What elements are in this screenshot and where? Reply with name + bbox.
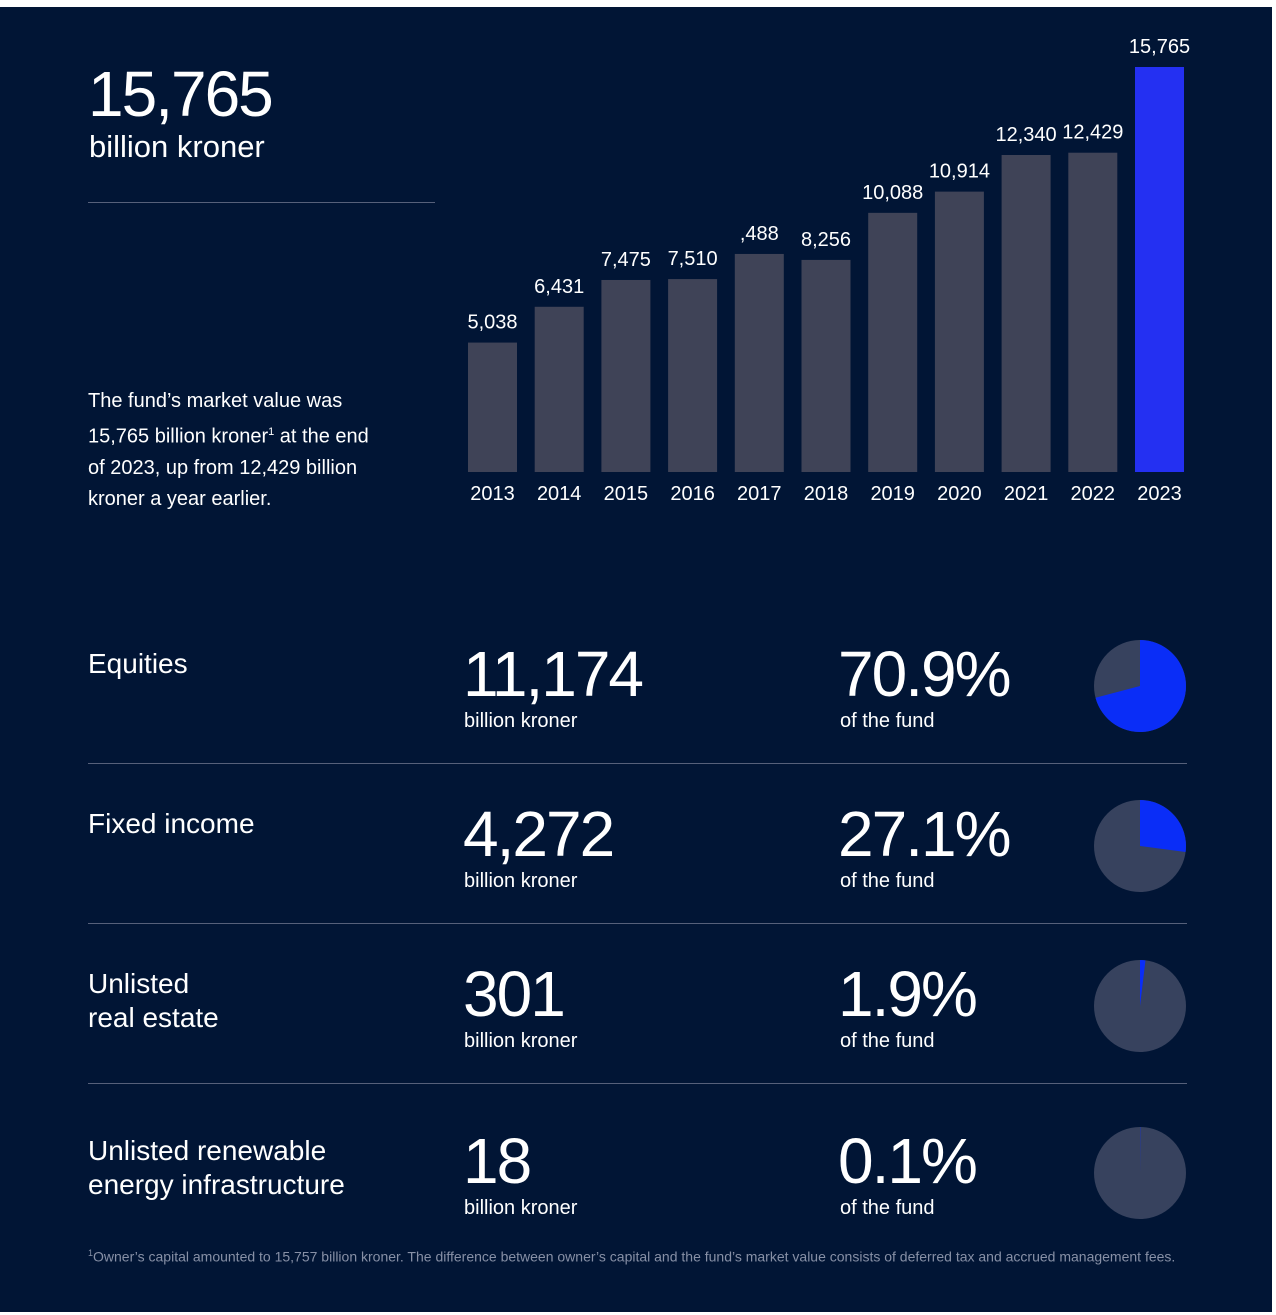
x-tick-label: 2015 [604,483,649,505]
value-label: ,488 [740,223,779,245]
pie-slice [1140,800,1186,853]
bar [601,279,651,472]
bar [868,212,918,472]
headline-value: 15,765 [88,58,274,130]
asset-name: Unlisted [88,968,190,999]
description-text: at the end of 2023, up from 12,429 billi… [88,425,369,510]
divider [88,202,435,203]
pie-slice [1095,640,1186,733]
share-caption: of the fund [840,1197,935,1219]
asset-unit: billion kroner [464,710,578,732]
value-label: 10,088 [862,182,923,204]
value-label: 15,765 [1129,36,1190,58]
description: The fund’s market value was 15,765 billi… [88,386,388,515]
value-label: 7,475 [601,249,651,271]
footnote-text: Owner’s capital amounted to 15,757 billi… [93,1248,1176,1265]
bar [1001,154,1051,473]
bar [801,259,851,472]
headline-unit: billion kroner [89,129,265,164]
asset-amount: 18 [463,1125,532,1197]
x-tick-label: 2020 [937,483,982,505]
share-value: 0.1% [838,1125,978,1197]
x-tick-label: 2019 [870,483,915,505]
pie-slice [1140,960,1146,1006]
bar [534,306,584,472]
bar [668,279,718,472]
value-label: 12,340 [996,124,1057,146]
value-label: 7,510 [668,248,718,270]
asset-name: Equities [88,648,188,679]
value-label: 8,256 [801,229,851,251]
asset-amount: 4,272 [463,798,615,870]
x-tick-label: 2018 [804,483,849,505]
row-divider [88,1083,1187,1084]
footnote: 1Owner’s capital amounted to 15,757 bill… [88,1245,1188,1266]
asset-unit: billion kroner [464,1030,578,1052]
asset-amount: 11,174 [463,638,644,710]
row-divider [88,923,1187,924]
value-label: 10,914 [929,161,990,183]
description-text: The fund’s market value was 15,765 billi… [88,390,343,448]
share-value: 27.1% [838,798,1011,870]
asset-name: energy infrastructure [88,1169,345,1200]
share-value: 1.9% [838,958,978,1030]
share-value: 70.9% [838,638,1011,710]
share-caption: of the fund [840,870,935,892]
value-label: 6,431 [534,276,584,298]
bar [734,253,784,472]
asset-unit: billion kroner [464,870,578,892]
row-divider [88,763,1187,764]
asset-amount: 301 [463,958,566,1030]
x-tick-label: 2023 [1137,483,1182,505]
x-tick-label: 2013 [470,483,515,505]
bar [468,342,517,472]
x-tick-label: 2016 [670,483,715,505]
share-caption: of the fund [840,1030,935,1052]
x-tick-label: 2017 [737,483,782,505]
x-tick-label: 2022 [1071,483,1116,505]
value-label: 12,429 [1062,122,1123,144]
asset-name: Fixed income [88,808,255,839]
x-tick-label: 2021 [1004,483,1049,505]
chart: 5,038 2013 6,431 2014 7,475 2015 7,510 2016 ,488… [467,36,1190,1219]
bar [1135,67,1184,472]
note-ref: 1 [268,426,275,438]
share-caption: of the fund [840,710,935,732]
asset-name: real estate [88,1002,219,1033]
asset-unit: billion kroner [464,1197,578,1219]
asset-name: Unlisted renewable [88,1135,327,1166]
value-label: 5,038 [467,312,517,334]
bar [1068,152,1118,472]
infographic: 5,038 2013 6,431 2014 7,475 2015 7,510 2016 ,488… [0,7,1272,1312]
x-tick-label: 2014 [537,483,582,505]
bar [934,191,984,472]
footnote-ref: 1 [88,1248,94,1258]
